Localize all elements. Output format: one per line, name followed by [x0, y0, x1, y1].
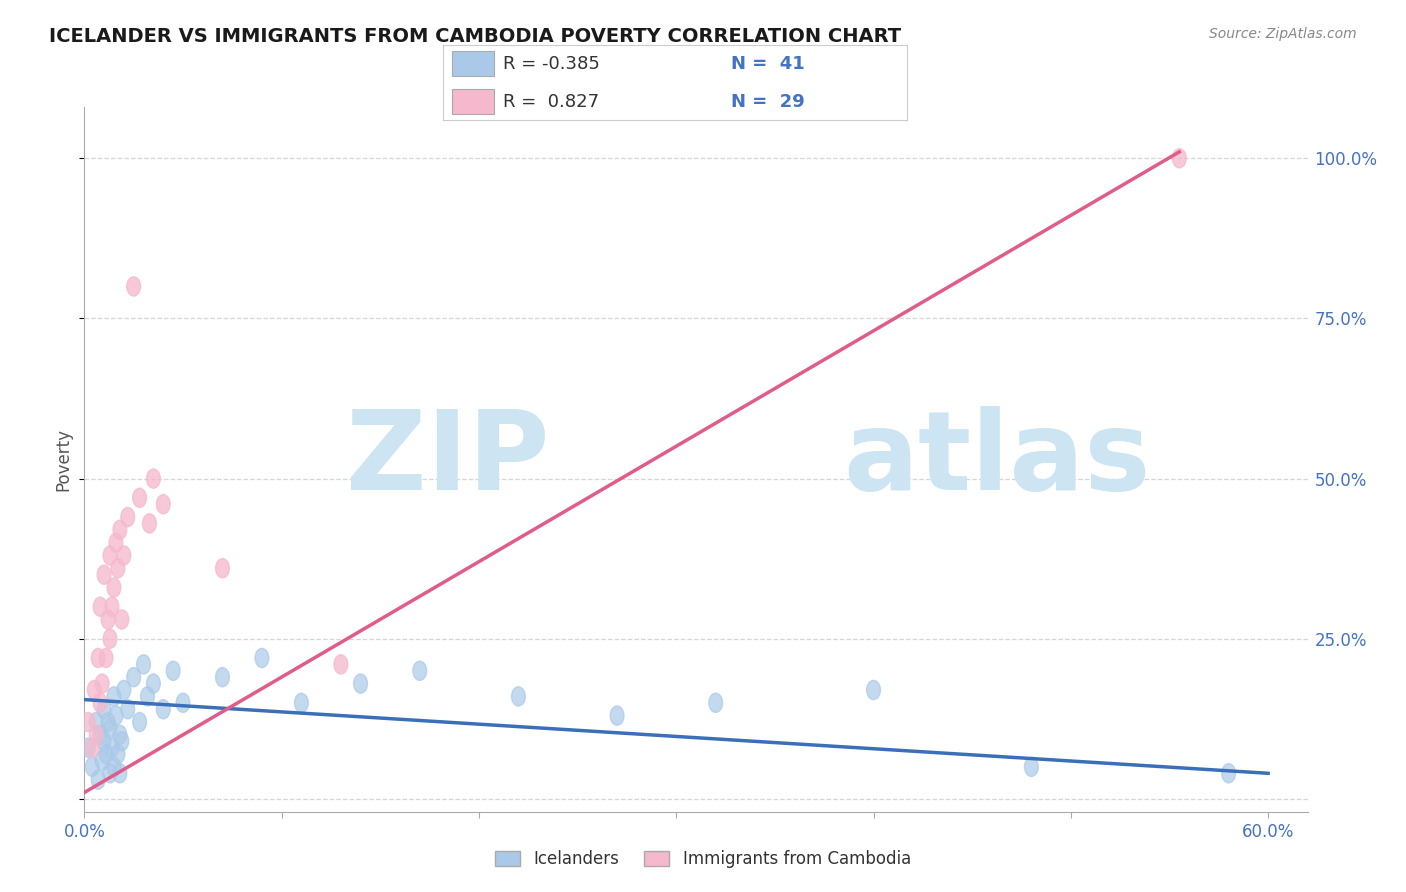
Ellipse shape [156, 494, 170, 514]
Ellipse shape [215, 558, 229, 578]
Ellipse shape [107, 757, 121, 776]
Ellipse shape [413, 661, 426, 681]
Ellipse shape [100, 648, 112, 667]
Text: R = -0.385: R = -0.385 [503, 55, 600, 73]
Ellipse shape [121, 508, 135, 526]
Ellipse shape [103, 764, 117, 783]
Ellipse shape [103, 629, 117, 648]
FancyBboxPatch shape [453, 52, 494, 77]
Ellipse shape [141, 687, 155, 706]
Text: ZIP: ZIP [346, 406, 550, 513]
Ellipse shape [90, 725, 103, 745]
Ellipse shape [115, 610, 129, 629]
Ellipse shape [132, 488, 146, 508]
Ellipse shape [127, 667, 141, 687]
Ellipse shape [866, 681, 880, 699]
Ellipse shape [110, 533, 122, 552]
Ellipse shape [107, 687, 121, 706]
Ellipse shape [96, 674, 110, 693]
Ellipse shape [82, 713, 96, 731]
Ellipse shape [1173, 149, 1187, 168]
Ellipse shape [97, 731, 111, 751]
Ellipse shape [354, 674, 367, 693]
Text: Source: ZipAtlas.com: Source: ZipAtlas.com [1209, 27, 1357, 41]
Ellipse shape [112, 520, 127, 540]
Ellipse shape [112, 764, 127, 783]
Ellipse shape [82, 738, 96, 757]
Y-axis label: Poverty: Poverty [55, 428, 73, 491]
Ellipse shape [101, 713, 115, 731]
Ellipse shape [1222, 764, 1236, 783]
Ellipse shape [146, 469, 160, 488]
Ellipse shape [93, 693, 107, 713]
Ellipse shape [254, 648, 269, 667]
FancyBboxPatch shape [453, 89, 494, 114]
Ellipse shape [97, 699, 111, 719]
Legend: Icelanders, Immigrants from Cambodia: Icelanders, Immigrants from Cambodia [488, 844, 918, 875]
Ellipse shape [100, 745, 112, 764]
Ellipse shape [146, 674, 160, 693]
Text: N =  29: N = 29 [731, 93, 804, 111]
Ellipse shape [156, 699, 170, 719]
Text: R =  0.827: R = 0.827 [503, 93, 599, 111]
Ellipse shape [112, 725, 127, 745]
Ellipse shape [142, 514, 156, 533]
Ellipse shape [93, 725, 107, 745]
Ellipse shape [121, 699, 135, 719]
Ellipse shape [111, 745, 125, 764]
Ellipse shape [91, 770, 105, 789]
Ellipse shape [101, 610, 115, 629]
Text: N =  41: N = 41 [731, 55, 804, 73]
Ellipse shape [1025, 757, 1038, 776]
Ellipse shape [110, 706, 122, 725]
Ellipse shape [107, 578, 121, 597]
Ellipse shape [117, 546, 131, 566]
Ellipse shape [127, 277, 141, 296]
Ellipse shape [87, 681, 101, 699]
Ellipse shape [294, 693, 308, 713]
Ellipse shape [136, 655, 150, 674]
Text: atlas: atlas [842, 406, 1150, 513]
Ellipse shape [512, 687, 526, 706]
Ellipse shape [709, 693, 723, 713]
Ellipse shape [90, 713, 103, 731]
Ellipse shape [115, 731, 129, 751]
Ellipse shape [176, 693, 190, 713]
Ellipse shape [105, 597, 120, 616]
Ellipse shape [86, 738, 100, 757]
Ellipse shape [335, 655, 347, 674]
Ellipse shape [105, 738, 120, 757]
Ellipse shape [96, 751, 110, 770]
Ellipse shape [215, 667, 229, 687]
Ellipse shape [166, 661, 180, 681]
Ellipse shape [103, 546, 117, 566]
Ellipse shape [86, 757, 100, 776]
Ellipse shape [93, 597, 107, 616]
Ellipse shape [610, 706, 624, 725]
Ellipse shape [91, 648, 105, 667]
Ellipse shape [117, 681, 131, 699]
Text: ICELANDER VS IMMIGRANTS FROM CAMBODIA POVERTY CORRELATION CHART: ICELANDER VS IMMIGRANTS FROM CAMBODIA PO… [49, 27, 901, 45]
Ellipse shape [111, 558, 125, 578]
Ellipse shape [103, 719, 117, 738]
Ellipse shape [97, 566, 111, 584]
Ellipse shape [132, 713, 146, 731]
